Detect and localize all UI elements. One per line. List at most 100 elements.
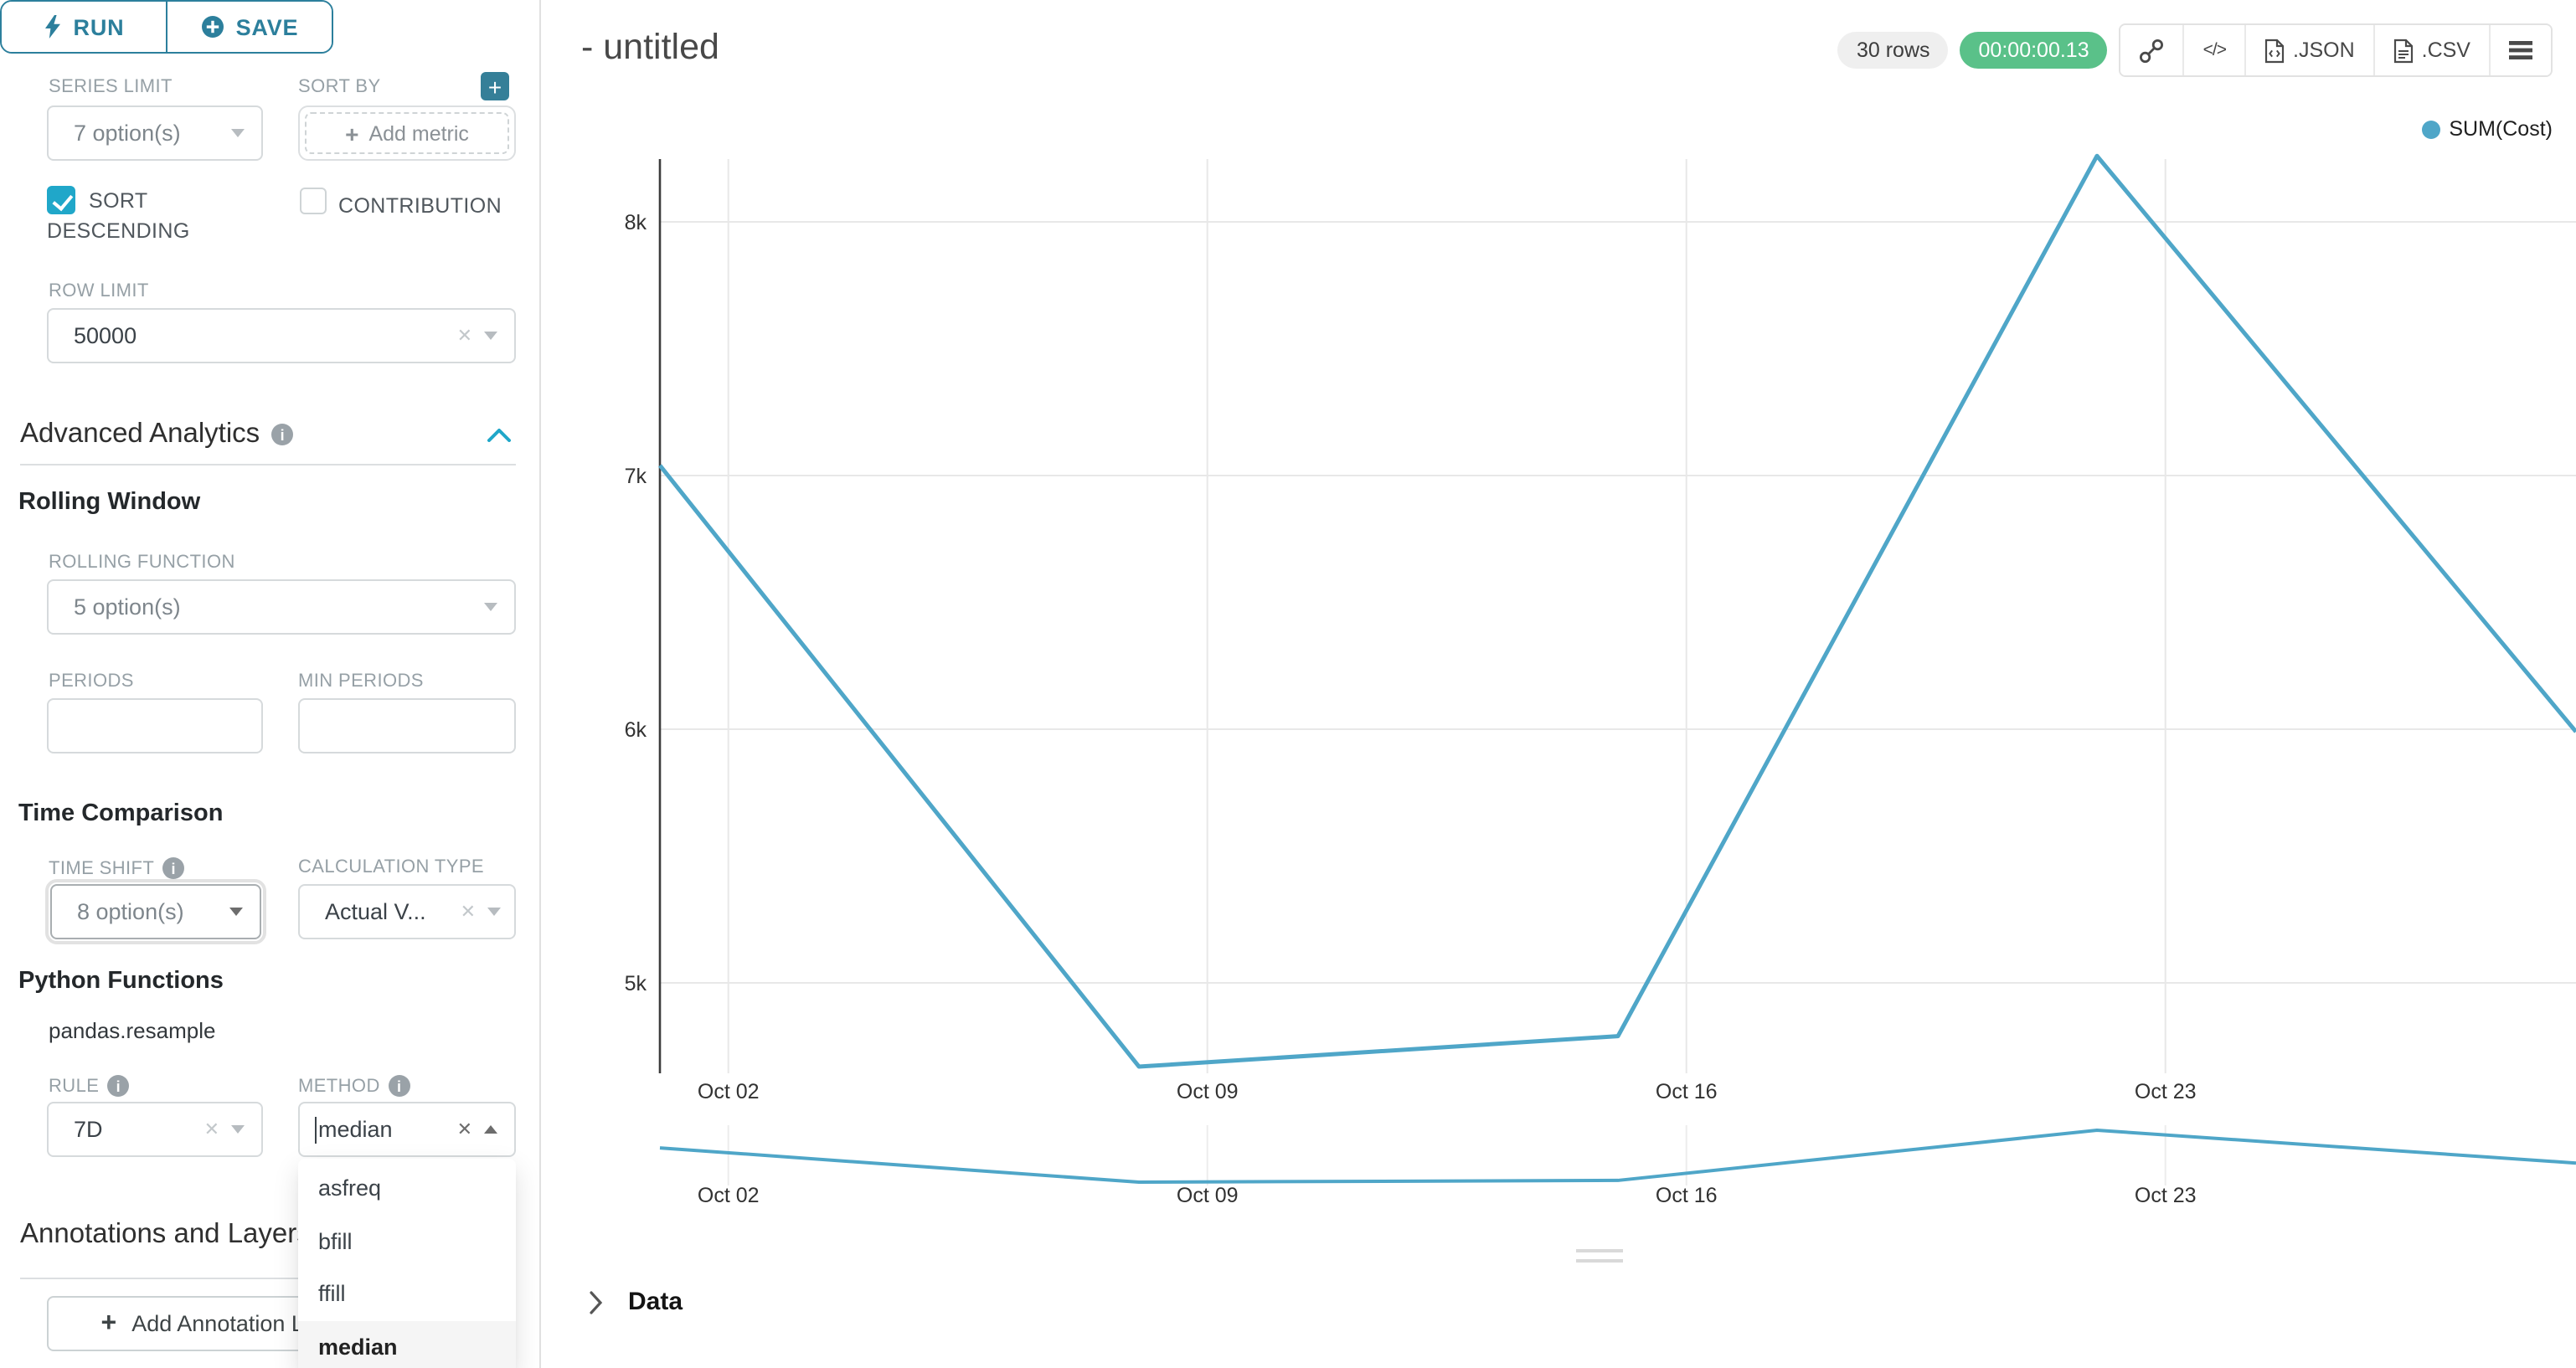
time-shift-select[interactable]: 8 option(s) <box>45 879 266 944</box>
time-shift-value: 8 option(s) <box>77 899 184 924</box>
clear-icon[interactable]: ✕ <box>456 327 472 347</box>
section-divider <box>20 464 516 465</box>
chevron-up-icon <box>484 1125 497 1134</box>
export-button-group: </> .JSON .CSV <box>2119 23 2553 77</box>
info-icon: i <box>162 857 185 879</box>
legend-label: SUM(Cost) <box>2449 117 2553 141</box>
min-periods-label: MIN PERIODS <box>298 671 424 692</box>
link-icon <box>2140 39 2164 63</box>
circle-plus-icon <box>201 16 224 38</box>
min-periods-input[interactable] <box>298 698 516 753</box>
menu-button[interactable] <box>2489 25 2551 75</box>
dropdown-option-ffill[interactable]: ffill <box>318 1281 346 1307</box>
chart-legend[interactable]: SUM(Cost) <box>2422 117 2553 141</box>
json-file-icon <box>2264 38 2285 63</box>
sort-by-label: SORT BY <box>298 77 381 97</box>
info-icon: i <box>107 1075 130 1097</box>
control-panel: RUN SAVE SERIES LIMIT SORT BY + 7 option… <box>0 0 541 1368</box>
method-value: median <box>318 1117 393 1142</box>
panel-resize-handle[interactable] <box>1576 1249 1623 1268</box>
chevron-up-icon[interactable] <box>487 429 511 442</box>
rolling-window-title: Rolling Window <box>18 489 201 516</box>
periods-label: PERIODS <box>49 671 134 692</box>
series-limit-select[interactable]: 7 option(s) <box>47 105 263 161</box>
query-timer-badge: 00:00:00.13 <box>1960 32 2108 69</box>
calculation-type-select[interactable]: Actual V... ✕ <box>298 884 516 939</box>
row-count-badge: 30 rows <box>1837 32 1949 69</box>
method-label: METHOD i <box>298 1075 410 1097</box>
chevron-down-icon <box>487 908 501 916</box>
chevron-down-icon <box>484 332 497 340</box>
method-label-text: METHOD <box>298 1076 380 1096</box>
method-select[interactable]: median ✕ <box>298 1102 516 1157</box>
page-title: - untitled <box>581 27 719 67</box>
run-label: RUN <box>73 14 125 39</box>
save-label: SAVE <box>235 14 299 39</box>
code-icon: </> <box>2202 40 2227 60</box>
add-sort-button[interactable]: + <box>481 72 509 100</box>
sort-descending-label: SORT DESCENDING <box>47 189 190 243</box>
bolt-icon <box>44 15 60 39</box>
run-save-group: RUN SAVE <box>0 0 333 54</box>
row-limit-select[interactable]: 50000 ✕ <box>47 308 516 363</box>
contribution-label: CONTRIBUTION <box>338 194 502 218</box>
annotations-header[interactable]: Annotations and Layers <box>20 1219 311 1251</box>
time-comparison-title: Time Comparison <box>18 800 224 827</box>
header-toolbar: 30 rows 00:00:00.13 </> .JSON .CSV <box>1837 23 2553 77</box>
export-csv-label: .CSV <box>2421 39 2470 62</box>
add-metric-button[interactable]: + Add metric <box>305 112 509 154</box>
advanced-analytics-header[interactable]: Advanced Analytics i <box>20 419 294 450</box>
run-button[interactable]: RUN <box>2 2 167 52</box>
plus-icon: + <box>100 1309 117 1337</box>
sort-descending-field: SORT DESCENDING <box>47 186 268 246</box>
chevron-down-icon <box>229 908 243 916</box>
save-button[interactable]: SAVE <box>167 2 332 52</box>
annotations-title: Annotations and Layers <box>20 1219 311 1249</box>
time-shift-label: TIME SHIFT i <box>49 857 185 879</box>
rolling-function-select[interactable]: 5 option(s) <box>47 579 516 635</box>
sort-by-select: + Add metric <box>298 105 516 161</box>
plus-icon: + <box>487 73 502 100</box>
dropdown-option-asfreq[interactable]: asfreq <box>318 1175 382 1201</box>
series-limit-value: 7 option(s) <box>74 121 181 146</box>
row-limit-value: 50000 <box>74 323 137 348</box>
view-query-button[interactable]: </> <box>2182 25 2244 75</box>
info-icon: i <box>271 424 294 445</box>
csv-file-icon <box>2393 38 2413 63</box>
clear-icon[interactable]: ✕ <box>460 903 476 923</box>
dropdown-option-bfill[interactable]: bfill <box>318 1228 353 1254</box>
clear-icon[interactable]: ✕ <box>204 1120 219 1140</box>
data-panel-toggle[interactable]: Data <box>590 1288 683 1316</box>
rolling-function-label: ROLLING FUNCTION <box>49 553 235 573</box>
chevron-right-icon <box>590 1290 603 1314</box>
permalink-button[interactable] <box>2120 25 2183 75</box>
sort-descending-checkbox[interactable] <box>47 186 75 214</box>
export-csv-button[interactable]: .CSV <box>2372 25 2489 75</box>
export-json-button[interactable]: .JSON <box>2244 25 2373 75</box>
series-limit-label: SERIES LIMIT <box>49 77 173 97</box>
rule-label-text: RULE <box>49 1076 100 1096</box>
export-json-label: .JSON <box>2293 39 2355 62</box>
info-icon: i <box>388 1075 410 1097</box>
plus-icon: + <box>345 120 359 147</box>
pandas-resample-label: pandas.resample <box>49 1018 216 1043</box>
rule-value: 7D <box>74 1117 103 1142</box>
dropdown-option-median[interactable]: median <box>298 1320 516 1368</box>
contribution-checkbox[interactable] <box>300 188 327 214</box>
chart-panel <box>541 0 2576 1368</box>
rolling-function-value: 5 option(s) <box>74 594 181 620</box>
python-functions-title: Python Functions <box>18 968 224 995</box>
text-cursor <box>315 1116 317 1143</box>
periods-input[interactable] <box>47 698 263 753</box>
rule-select[interactable]: 7D ✕ <box>47 1102 263 1157</box>
method-dropdown: asfreq bfill ffill median <box>298 1159 516 1368</box>
time-shift-label-text: TIME SHIFT <box>49 858 155 878</box>
chevron-down-icon <box>231 1125 245 1134</box>
clear-icon[interactable]: ✕ <box>456 1120 472 1140</box>
chevron-down-icon <box>484 603 497 611</box>
hamburger-icon <box>2509 41 2532 59</box>
section-divider <box>20 1278 516 1279</box>
advanced-analytics-title: Advanced Analytics <box>20 419 260 449</box>
add-metric-label: Add metric <box>368 121 469 145</box>
